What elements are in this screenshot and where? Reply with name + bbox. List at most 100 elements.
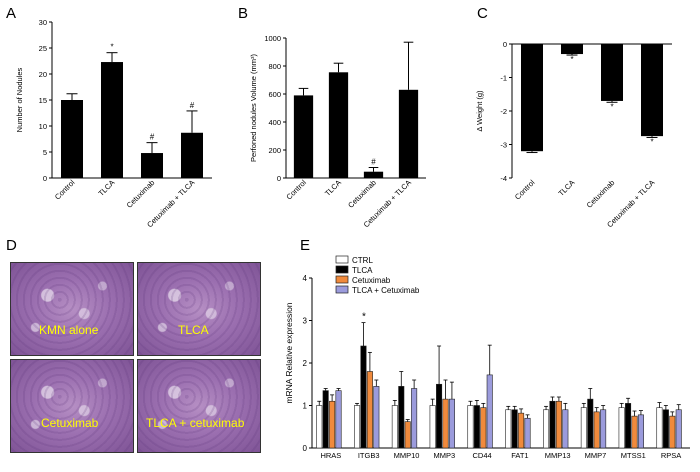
chart-e-xtick-label-5: FAT1: [511, 451, 528, 460]
chart-e-bar-6-0: [543, 409, 550, 449]
chart-a-ytick-label-1: 5: [43, 148, 47, 157]
chart-c-xtick-label-1: TLCA: [556, 178, 576, 198]
chart-e-bar-5-2: [518, 412, 525, 449]
chart-a-ytick-label-6: 30: [39, 18, 47, 27]
chart-e-legend-swatch-3: [335, 285, 349, 294]
chart-a-bar-2: [141, 153, 163, 178]
chart-a-annot-1: *: [110, 43, 113, 52]
chart-e-xtick-label-7: MMP7: [585, 451, 607, 460]
chart-e-annot-0: *: [362, 312, 366, 323]
chart-e-ytick-label-3: 3: [303, 317, 308, 326]
chart-c-annot-3: *: [650, 137, 653, 146]
chart-c-ytick-label-0: 0: [503, 40, 507, 49]
chart-a-xtick-label-0: Control: [53, 178, 77, 202]
chart-e-bar-0-2: [329, 400, 336, 449]
chart-e-xtick-label-8: MTSS1: [621, 451, 646, 460]
chart-e-bar-1-1: [360, 345, 367, 449]
chart-e-bar-4-2: [480, 407, 487, 449]
chart-e-bar-0-1: [322, 390, 329, 449]
chart-e-bar-6-1: [549, 400, 556, 449]
chart-a-bar-3: [181, 132, 203, 178]
chart-e-ytick-label-1: 1: [303, 402, 308, 411]
chart-c-bar-1: [561, 44, 583, 55]
chart-a-annot-3: #: [190, 101, 195, 110]
chart-c-ytick-label-3: -3: [500, 141, 507, 150]
chart-a-ytick-label-0: 0: [43, 174, 47, 183]
chart-e-bar-7-0: [580, 407, 587, 449]
chart-b-bar-2: [363, 171, 384, 178]
chart-e-ytick-label-0: 0: [303, 444, 308, 453]
chart-e-bar-1-2: [366, 371, 373, 449]
panel-letter-e: E: [300, 237, 310, 254]
chart-e-bar-5-1: [511, 409, 518, 449]
chart-c-xtick-label-2: Cetuximab: [585, 178, 617, 210]
chart-e-xtick-label-0: HRAS: [320, 451, 341, 460]
chart-e-bar-3-0: [429, 405, 436, 449]
chart-e-ylabel: mRNA Relative expression: [284, 302, 294, 403]
chart-c-ylabel: Δ Weight (g): [475, 90, 484, 132]
chart-b-ytick-label-5: 1000: [264, 34, 281, 43]
chart-e-bar-9-0: [656, 407, 663, 449]
chart-e-legend-label-2: Cetuximab: [352, 276, 391, 285]
chart-e-bar-8-3: [637, 414, 644, 449]
chart-e-bar-2-1: [398, 386, 405, 449]
chart-b-annot-2: #: [371, 158, 376, 167]
chart-e-xtick-label-3: MMP3: [433, 451, 455, 460]
chart-e-bar-4-0: [467, 405, 474, 449]
tissue-image-tlca-cetuximab: TLCA + cetuximab: [137, 359, 261, 453]
chart-e-bar-5-0: [505, 409, 512, 449]
chart-b-xtick-label-1: TLCA: [323, 178, 343, 198]
chart-e-legend-label-3: TLCA + Cetuximab: [352, 286, 420, 295]
chart-e-bar-3-2: [442, 398, 449, 449]
chart-c-ytick-label-1: -1: [500, 74, 507, 83]
chart-b-ytick-label-1: 200: [268, 146, 281, 155]
chart-e-bar-1-0: [354, 405, 361, 449]
chart-e-bar-2-3: [411, 388, 418, 449]
chart-e-bar-4-3: [486, 374, 493, 449]
chart-e-bar-9-1: [662, 409, 669, 449]
panel-letter-c: C: [477, 5, 488, 22]
chart-e-legend-swatch-2: [335, 275, 349, 284]
tissue-image-cetuximab: Cetuximab: [10, 359, 134, 453]
tissue-image-tlca: TLCA: [137, 262, 261, 356]
chart-e-bar-7-3: [600, 409, 607, 449]
chart-c-annot-1: *: [570, 55, 573, 64]
chart-e-bar-2-0: [391, 405, 398, 449]
chart-e-legend-swatch-0: [335, 255, 349, 264]
chart-c-bar-2: [601, 44, 623, 101]
chart-a-xtick-label-2: Cetuximab: [125, 178, 157, 210]
chart-a-bar-0: [61, 100, 83, 178]
chart-e-bar-3-3: [448, 398, 455, 449]
chart-a-ytick-label-2: 10: [39, 122, 47, 131]
panel-letter-b: B: [238, 5, 248, 22]
chart-b-xtick-label-2: Cetuximab: [346, 178, 378, 210]
panel-letter-a: A: [6, 5, 16, 22]
chart-e-xtick-label-2: MMP10: [394, 451, 420, 460]
chart-e-bar-9-2: [669, 415, 676, 449]
chart-a-ytick-label-3: 15: [39, 96, 47, 105]
chart-e-xtick-label-1: ITGB3: [358, 451, 380, 460]
chart-a-ylabel: Number of Nodules: [15, 67, 24, 132]
chart-e-legend-label-0: CTRL: [352, 256, 373, 265]
tissue-image-kmn-alone: KMN alone: [10, 262, 134, 356]
chart-b-xtick-label-0: Control: [284, 178, 308, 202]
chart-b-ylabel: Perfoned nodules Volume (mm³): [249, 54, 258, 162]
chart-c-bar-3: [641, 44, 663, 137]
chart-e-legend-swatch-1: [335, 265, 349, 274]
chart-b-bar-0: [293, 95, 314, 178]
chart-b-ytick-label-2: 400: [268, 118, 281, 127]
chart-e-bar-9-3: [675, 409, 682, 449]
chart-a-annot-2: #: [150, 133, 155, 142]
chart-e-bar-0-3: [335, 390, 342, 449]
chart-e-bar-3-1: [436, 383, 443, 449]
chart-e-bar-2-2: [404, 421, 411, 449]
chart-e-bar-8-1: [625, 403, 632, 449]
tissue-label-tlca: TLCA: [178, 323, 209, 337]
chart-e-bar-4-1: [473, 405, 480, 449]
chart-e-bar-5-3: [524, 417, 531, 449]
chart-c-xtick-label-0: Control: [513, 178, 537, 202]
tissue-label-kmn-alone: KMN alone: [39, 323, 99, 337]
chart-c-bar-0: [521, 44, 543, 152]
